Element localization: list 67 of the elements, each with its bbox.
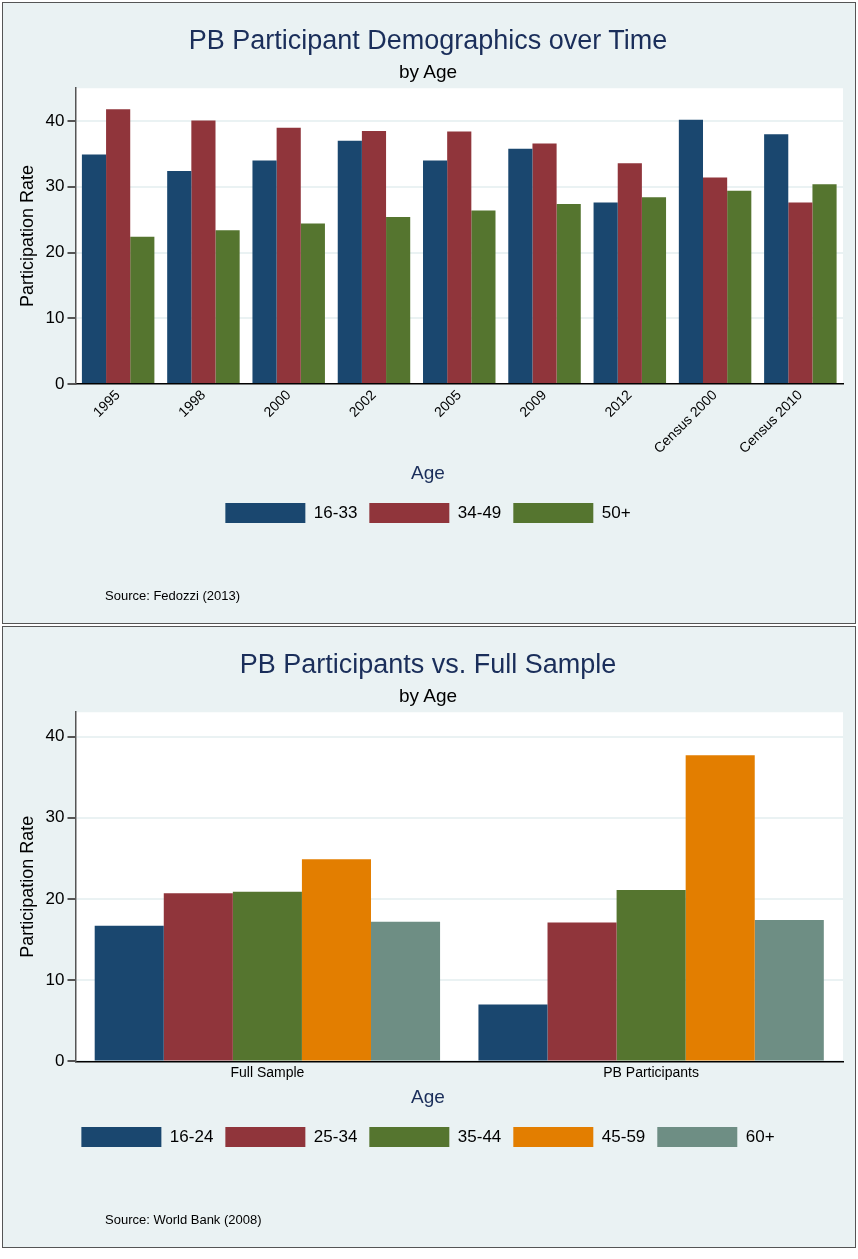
- bar: [370, 921, 441, 1061]
- bar: [447, 131, 472, 383]
- bar: [556, 203, 581, 383]
- bar: [788, 202, 813, 383]
- bar: [532, 143, 557, 383]
- chart-subtitle: by Age: [398, 61, 458, 83]
- legend-label: 35-44: [457, 1126, 502, 1146]
- bar: [94, 925, 164, 1061]
- source-note: Source: Fedozzi (2013): [105, 588, 241, 603]
- y-tick-label: 10: [45, 307, 65, 327]
- bar: [232, 891, 302, 1061]
- y-tick-label: 40: [45, 110, 65, 130]
- bar: [252, 160, 277, 383]
- bar: [130, 236, 155, 383]
- bar: [678, 119, 703, 383]
- bar: [616, 890, 686, 1061]
- bar: [812, 184, 837, 383]
- y-tick-label: 20: [45, 888, 65, 908]
- legend-label: 45-59: [601, 1126, 646, 1146]
- bar: [361, 130, 387, 383]
- bar: [163, 893, 233, 1061]
- legend-label: 50+: [601, 502, 631, 522]
- bar: [703, 177, 728, 383]
- bar: [764, 134, 789, 383]
- bar: [547, 922, 617, 1061]
- bar: [471, 210, 496, 383]
- x-tick-label: PB Participants: [603, 1063, 699, 1080]
- bar: [301, 859, 371, 1061]
- bar: [337, 140, 362, 383]
- bar: [508, 148, 533, 383]
- bar: [617, 163, 642, 383]
- legend-label: 25-34: [313, 1126, 358, 1146]
- bar: [685, 755, 755, 1061]
- bar: [81, 154, 107, 383]
- chart-title: PB Participants vs. Full Sample: [239, 648, 617, 679]
- bar: [106, 109, 131, 383]
- bar: [276, 127, 301, 383]
- legend-label: 34-49: [457, 502, 502, 522]
- chart-title: PB Participant Demographics over Time: [188, 24, 668, 55]
- y-tick-label: 0: [55, 373, 65, 393]
- bar: [593, 202, 618, 383]
- bar: [191, 120, 216, 383]
- legend-label: 60+: [745, 1126, 775, 1146]
- bar: [386, 217, 411, 383]
- bar: [300, 223, 325, 383]
- bar: [754, 920, 824, 1061]
- bar: [478, 1004, 548, 1061]
- bar: [167, 171, 192, 383]
- legend-title: Age: [411, 1085, 445, 1107]
- y-tick-label: 30: [45, 176, 65, 196]
- chart-subtitle: by Age: [398, 685, 458, 707]
- source-note: Source: World Bank (2008): [105, 1212, 262, 1227]
- y-tick-label: 40: [45, 726, 65, 746]
- bar: [727, 190, 752, 383]
- bar: [641, 197, 667, 383]
- y-tick-label: 30: [45, 807, 65, 827]
- bar: [423, 160, 448, 383]
- y-axis-title: Participation Rate: [16, 165, 37, 308]
- legend-label: 16-33: [313, 502, 358, 522]
- legend-title: Age: [411, 461, 445, 483]
- legend-label: 16-24: [169, 1126, 214, 1146]
- y-tick-label: 20: [45, 242, 65, 262]
- bar: [215, 230, 240, 383]
- x-tick-label: Full Sample: [230, 1063, 305, 1080]
- y-axis-title: Participation Rate: [16, 815, 37, 958]
- y-tick-label: 10: [45, 969, 65, 989]
- y-tick-label: 0: [55, 1051, 65, 1071]
